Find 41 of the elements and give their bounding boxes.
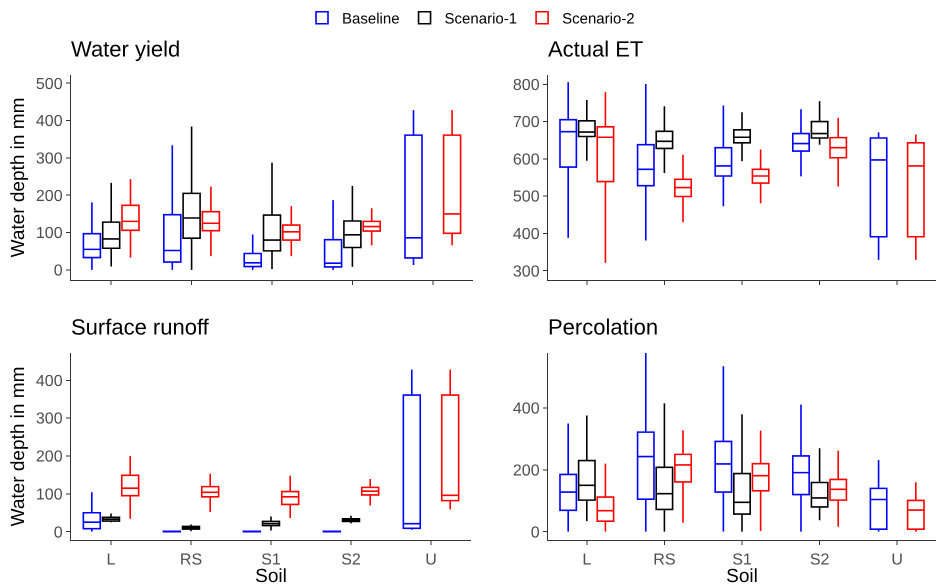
y-axis-title: Water depth in mm [8, 98, 29, 258]
y-tick-label: 0 [54, 262, 63, 280]
y-tick-label: 0 [530, 524, 540, 542]
y-tick-label: 700 [512, 114, 540, 132]
x-tick-label: L [106, 551, 116, 568]
x-tick-label: S2 [341, 551, 361, 568]
x-axis-title: Soil [726, 566, 758, 587]
y-tick-label: 200 [512, 462, 540, 480]
legend-label: Baseline [342, 10, 400, 28]
x-tick-label: L [582, 551, 592, 568]
y-tick-label: 0 [54, 524, 63, 542]
y-tick-label: 400 [36, 372, 63, 390]
legend-label: Scenario-2 [562, 10, 635, 28]
y-tick-label: 400 [36, 113, 63, 130]
y-tick-label: 300 [36, 150, 63, 168]
legend-label: Scenario-1 [444, 10, 518, 28]
x-tick-label: U [425, 551, 437, 568]
y-tick-label: 500 [36, 76, 63, 93]
x-tick-label: U [891, 551, 903, 568]
chart-title: Percolation [548, 314, 658, 340]
x-axis-title: Soil [255, 566, 287, 587]
y-axis-title: Water depth in mm [8, 366, 29, 526]
chart-title: Actual ET [548, 36, 644, 62]
chart-title: Water yield [71, 36, 180, 62]
y-tick-label: 600 [512, 151, 540, 168]
y-tick-label: 400 [512, 400, 540, 418]
y-tick-label: 300 [512, 263, 540, 280]
x-tick-label: S1 [732, 551, 752, 568]
y-tick-label: 500 [512, 188, 540, 206]
y-tick-label: 800 [512, 76, 540, 94]
chart-title: Surface runoff [71, 314, 210, 340]
y-tick-label: 100 [36, 225, 63, 242]
y-tick-label: 100 [36, 486, 63, 504]
y-tick-label: 200 [36, 448, 63, 466]
x-tick-label: RS [653, 551, 676, 568]
x-tick-label: S1 [261, 551, 281, 568]
x-tick-label: S2 [810, 551, 830, 568]
y-tick-label: 200 [36, 188, 63, 205]
y-tick-label: 400 [512, 226, 540, 244]
y-tick-label: 300 [36, 410, 63, 428]
x-tick-label: RS [180, 551, 202, 568]
